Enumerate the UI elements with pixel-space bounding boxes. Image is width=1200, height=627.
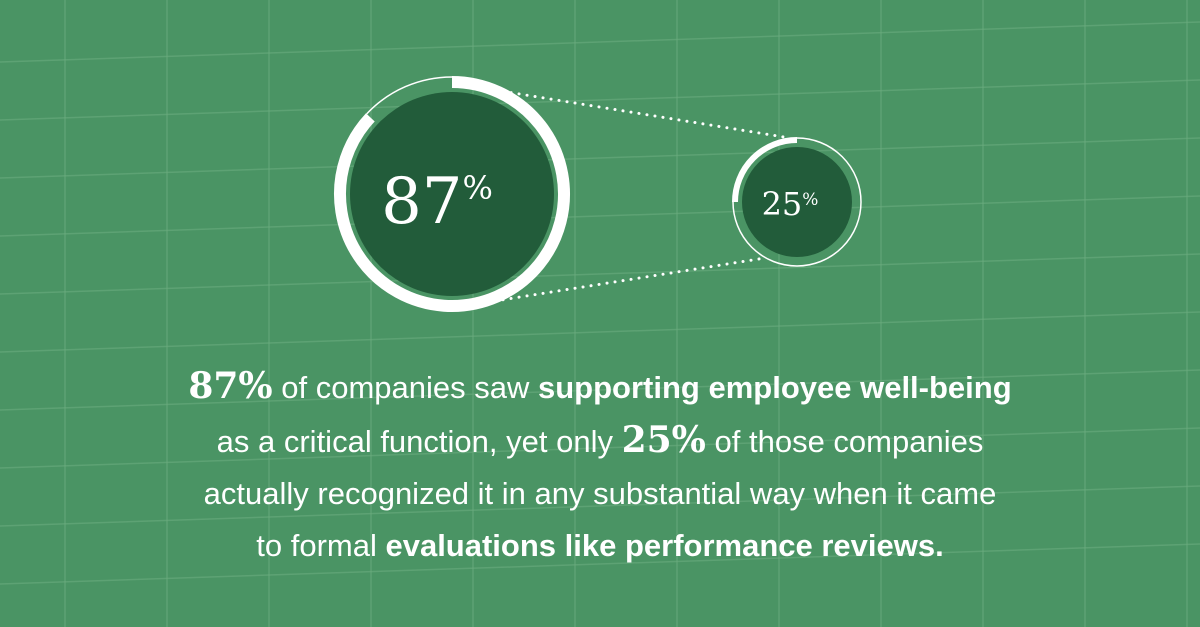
caption-emphasis: supporting employee well-being xyxy=(538,370,1012,405)
grid-line xyxy=(0,369,1200,411)
stat-25-value: 25% xyxy=(762,185,819,223)
caption-emphasis: evaluations like performance reviews. xyxy=(385,528,944,563)
ring-remainder xyxy=(732,137,862,267)
grid-line xyxy=(0,137,1200,179)
stat-circle xyxy=(350,92,554,296)
grid-line xyxy=(0,427,1200,469)
grid-line xyxy=(0,21,1200,63)
grid-line xyxy=(0,253,1200,295)
grid-line xyxy=(0,311,1200,353)
grid-line xyxy=(0,485,1200,527)
stat-25-inline: 25% xyxy=(621,419,706,461)
grid-line xyxy=(0,79,1200,121)
caption-line-2: as a critical function, yet only 25% of … xyxy=(0,414,1200,468)
ring-87 xyxy=(334,76,570,312)
caption-line-1: 87% of companies saw supporting employee… xyxy=(0,360,1200,414)
caption-text: actually recognized it in any substantia… xyxy=(203,476,997,511)
caption-text: of those companies xyxy=(705,424,984,459)
ring-progress xyxy=(334,76,570,312)
grid-line xyxy=(0,195,1200,237)
caption: 87% of companies saw supporting employee… xyxy=(0,360,1200,572)
caption-text: of companies saw xyxy=(272,370,538,405)
stat-87-inline: 87% xyxy=(188,365,273,407)
caption-text: as a critical function, yet only xyxy=(216,424,622,459)
caption-line-4: to formal evaluations like performance r… xyxy=(0,520,1200,572)
ring-remainder xyxy=(366,76,453,115)
caption-text: to formal xyxy=(256,528,386,563)
ring-25 xyxy=(732,137,862,267)
stat-circle xyxy=(742,147,852,257)
grid-line xyxy=(0,543,1200,585)
connector-bottom xyxy=(493,256,767,303)
ring-progress xyxy=(732,137,798,203)
caption-line-3: actually recognized it in any substantia… xyxy=(0,468,1200,520)
stat-87-value: 87% xyxy=(381,165,493,239)
connector-top xyxy=(493,88,792,140)
